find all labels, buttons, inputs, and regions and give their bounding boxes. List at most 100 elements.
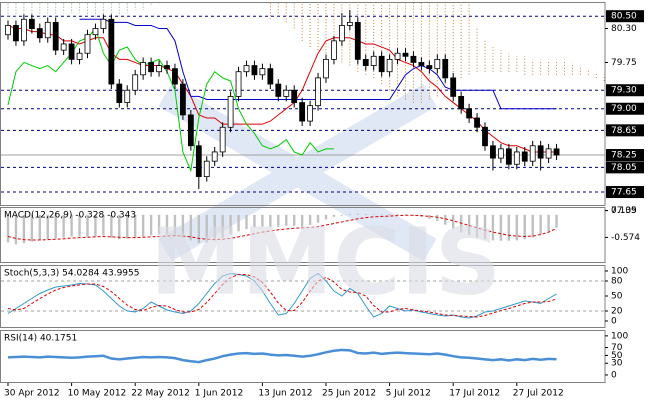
- candle-body: [52, 21, 59, 51]
- candle-body: [402, 52, 409, 57]
- candle-body: [299, 102, 306, 122]
- histogram-bar: [197, 214, 200, 244]
- candle-body: [84, 34, 91, 54]
- x-tick-label: 10 May 2012: [68, 389, 127, 399]
- candle-body: [219, 126, 226, 153]
- y-tick-label: 77.35: [611, 206, 637, 216]
- histogram-bar: [157, 214, 161, 235]
- level-label-box: [606, 10, 644, 23]
- candle-body: [418, 62, 425, 66]
- candle-body: [235, 71, 242, 97]
- candle-body: [5, 25, 11, 36]
- candle-body: [315, 77, 321, 107]
- y-tick-label: 70: [611, 343, 623, 353]
- panel-plot: [7, 348, 557, 364]
- x-tick-label: 5 Jul 2012: [386, 389, 431, 399]
- histogram-bar: [428, 214, 431, 219]
- candle-body: [267, 68, 274, 85]
- histogram-bar: [364, 214, 367, 215]
- histogram-bar: [22, 214, 26, 244]
- panel-title: Stoch(5,3,3) 54.0284 43.9955: [4, 269, 139, 279]
- histogram-bar: [316, 214, 320, 223]
- candle-body: [100, 18, 107, 29]
- candle-body: [537, 145, 544, 159]
- candle-body: [164, 65, 170, 70]
- panel-plot: [6, 213, 558, 245]
- level-label: 78.65: [611, 126, 637, 136]
- histogram-bar: [221, 214, 224, 238]
- histogram-bar: [555, 214, 558, 228]
- candle-body: [362, 58, 369, 66]
- candle-body: [108, 18, 115, 85]
- y-tick-label: 0: [611, 317, 617, 327]
- histogram-bar: [436, 214, 439, 221]
- candle-body: [243, 65, 250, 73]
- histogram-bar: [277, 214, 280, 227]
- panel-plot: [1, 272, 605, 319]
- candle-body: [426, 65, 433, 70]
- candle-body: [331, 40, 337, 60]
- histogram-bar: [388, 214, 391, 215]
- histogram-bar: [6, 214, 10, 243]
- y-tick-label: 0: [611, 370, 617, 380]
- y-tick-label: 80.30: [611, 24, 637, 34]
- histogram-bar: [459, 214, 463, 233]
- indicator-line: [7, 27, 334, 173]
- x-tick-label: 30 Apr 2012: [4, 389, 60, 399]
- y-tick-label: 100: [611, 267, 628, 277]
- candle-body: [394, 52, 401, 60]
- current-price-box: [606, 149, 644, 162]
- candle-body: [179, 83, 186, 116]
- candle-body: [60, 43, 67, 51]
- histogram-bar: [237, 214, 240, 232]
- level-label: 79.00: [611, 104, 637, 114]
- candle-body: [132, 74, 139, 91]
- histogram-bar: [205, 214, 208, 243]
- y-tick-label: -0.574: [611, 233, 640, 243]
- level-label-box: [606, 186, 644, 199]
- histogram-bar: [404, 214, 407, 215]
- candle-body: [156, 65, 162, 73]
- y-tick-label: 30: [611, 359, 623, 369]
- candle-body: [466, 108, 473, 119]
- watermark-stroke: [158, 83, 437, 262]
- candle-body: [505, 148, 512, 165]
- histogram-bar: [269, 214, 272, 227]
- histogram-bar: [372, 214, 375, 215]
- level-label: 79.30: [611, 86, 637, 96]
- histogram-bar: [181, 214, 185, 238]
- candle-body: [116, 83, 123, 103]
- y-tick-label: 79.75: [611, 58, 637, 68]
- candle-body: [44, 21, 51, 39]
- histogram-bar: [110, 214, 113, 238]
- y-tick-label: 50: [611, 351, 623, 361]
- histogram-bar: [189, 214, 193, 241]
- candle-body: [497, 148, 504, 159]
- candle-body: [307, 105, 314, 122]
- histogram-bar: [539, 214, 542, 235]
- candle-body: [148, 62, 155, 73]
- histogram-bar: [300, 214, 304, 227]
- histogram-bar: [149, 214, 153, 236]
- candle-body: [370, 55, 377, 66]
- candle-body: [187, 114, 194, 147]
- level-label-box: [606, 102, 644, 115]
- histogram-bar: [475, 214, 479, 238]
- histogram-bar: [46, 214, 49, 240]
- histogram-bar: [141, 214, 145, 237]
- watermark: [158, 83, 437, 262]
- y-tick-label: 80: [611, 277, 623, 287]
- candle-body: [434, 58, 441, 70]
- level-label: 78.05: [611, 163, 637, 173]
- candle-body: [203, 160, 210, 178]
- candle-body: [140, 62, 147, 76]
- histogram-bar: [78, 214, 81, 237]
- histogram-bar: [54, 214, 57, 239]
- histogram-bar: [531, 214, 534, 238]
- candle-body: [291, 89, 298, 103]
- histogram-bar: [483, 214, 487, 240]
- current-price-label: 78.25: [611, 151, 637, 161]
- level-label-box: [606, 161, 644, 174]
- candle-body: [283, 89, 290, 97]
